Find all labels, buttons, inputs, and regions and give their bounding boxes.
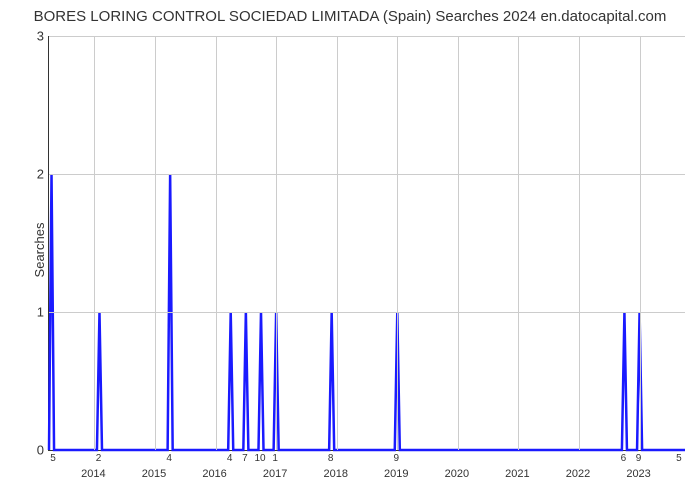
x-year-label: 2023 — [626, 468, 650, 480]
x-year-label: 2017 — [263, 468, 287, 480]
gridline-v — [579, 36, 580, 450]
gridline-h — [49, 174, 685, 175]
gridline-v — [640, 36, 641, 450]
x-year-label: 2022 — [566, 468, 590, 480]
y-tick-label: 1 — [24, 305, 44, 320]
gridline-v — [276, 36, 277, 450]
x-month-label: 2 — [96, 453, 102, 464]
gridline-v — [155, 36, 156, 450]
x-month-label: 5 — [676, 453, 682, 464]
x-month-label: 4 — [166, 453, 172, 464]
x-month-label: 9 — [636, 453, 642, 464]
x-month-label: 9 — [394, 453, 400, 464]
x-month-label: 1 — [272, 453, 278, 464]
gridline-v — [337, 36, 338, 450]
gridline-v — [94, 36, 95, 450]
x-month-label: 6 — [621, 453, 627, 464]
y-axis-label: Searches — [32, 223, 47, 278]
x-month-label: 10 — [254, 453, 265, 464]
gridline-v — [518, 36, 519, 450]
y-tick-label: 2 — [24, 167, 44, 182]
x-year-label: 2020 — [445, 468, 469, 480]
x-month-label: 4 — [227, 453, 233, 464]
gridline-v — [216, 36, 217, 450]
line-layer — [49, 36, 685, 450]
y-tick-label: 3 — [24, 29, 44, 44]
x-month-label: 8 — [328, 453, 334, 464]
x-month-label: 5 — [50, 453, 56, 464]
chart-container: BORES LORING CONTROL SOCIEDAD LIMITADA (… — [0, 0, 700, 500]
plot-area — [48, 36, 685, 451]
x-year-label: 2015 — [142, 468, 166, 480]
x-year-label: 2014 — [81, 468, 105, 480]
gridline-h — [49, 36, 685, 37]
x-year-label: 2016 — [202, 468, 226, 480]
y-tick-label: 0 — [24, 443, 44, 458]
x-year-label: 2018 — [323, 468, 347, 480]
gridline-v — [397, 36, 398, 450]
x-year-label: 2019 — [384, 468, 408, 480]
x-month-label: 7 — [242, 453, 248, 464]
x-year-label: 2021 — [505, 468, 529, 480]
chart-title: BORES LORING CONTROL SOCIEDAD LIMITADA (… — [0, 0, 700, 25]
gridline-h — [49, 312, 685, 313]
gridline-v — [458, 36, 459, 450]
